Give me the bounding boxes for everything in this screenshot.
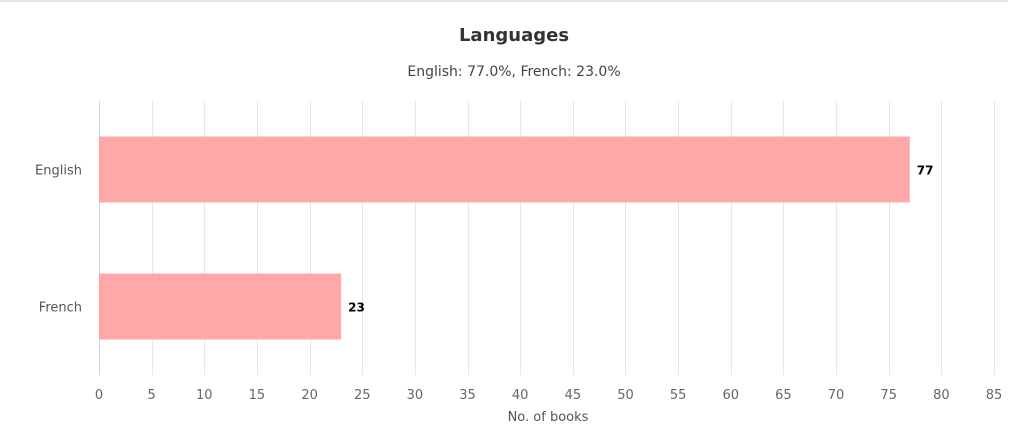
x-tick-label: 65 [775, 388, 792, 403]
x-tick-label: 80 [933, 388, 950, 403]
data-label: 23 [348, 301, 365, 315]
bar-french[interactable] [99, 273, 342, 340]
x-tick-label: 85 [986, 388, 1003, 403]
x-tick-label: 75 [880, 388, 897, 403]
bars [99, 136, 910, 340]
x-tick-labels: 0 5 10 15 20 25 30 35 40 45 50 55 60 65 70 75 80 85 [95, 388, 1002, 403]
x-tick-label: 60 [722, 388, 739, 403]
x-tick-label: 50 [617, 388, 634, 403]
category-label: French [39, 301, 82, 316]
x-tick-label: 25 [354, 388, 371, 403]
x-tick-label: 15 [249, 388, 266, 403]
x-tick-label: 10 [196, 388, 213, 403]
category-labels: English French [35, 164, 82, 316]
x-tick-label: 30 [407, 388, 424, 403]
data-label: 77 [917, 164, 934, 178]
x-tick-label: 70 [828, 388, 845, 403]
x-tick-label: 0 [95, 388, 103, 403]
chart-title: Languages [459, 25, 569, 46]
x-tick-label: 40 [512, 388, 529, 403]
x-tick-label: 20 [301, 388, 318, 403]
x-tick-label: 55 [670, 388, 687, 403]
x-tick-label: 45 [565, 388, 582, 403]
top-divider [0, 0, 1008, 2]
data-labels: 77 23 [348, 164, 933, 315]
x-axis-title: No. of books [508, 410, 589, 425]
category-label: English [35, 164, 82, 179]
bar-english[interactable] [99, 136, 910, 203]
x-tick-label: 5 [148, 388, 156, 403]
chart-subtitle: English: 77.0%, French: 23.0% [407, 64, 620, 80]
x-tick-label: 35 [459, 388, 476, 403]
